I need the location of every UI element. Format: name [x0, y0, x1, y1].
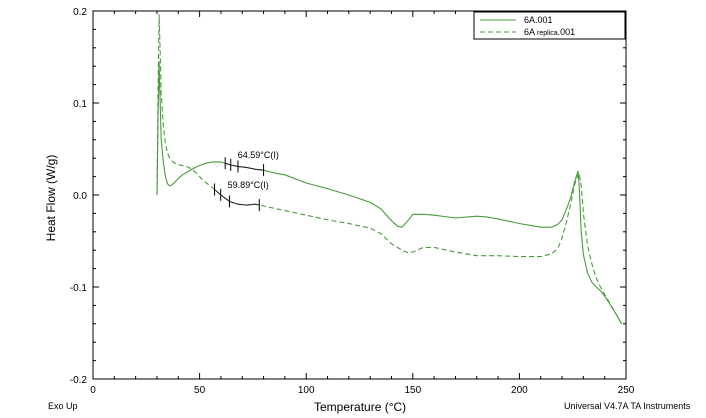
instrument-label: Universal V4.7A TA Instruments [564, 401, 691, 411]
x-tick-label: 200 [511, 385, 528, 396]
annotations: 64.59°C(I) 59.89°C(I) [214, 150, 279, 212]
y-tick-label: 0.1 [73, 99, 87, 110]
transition-label: 64.59°C(I) [238, 150, 279, 160]
exo-up-label: Exo Up [48, 401, 78, 411]
y-tick-label: -0.2 [70, 375, 88, 386]
legend-label-2-main: 6A [524, 27, 537, 37]
legend-label-2: 6A replica.001 [524, 27, 575, 37]
y-tick-label: 0.0 [73, 191, 87, 202]
axis-ticks: 0 50 100 150 200 250 0.2 0.1 0.0 -0.1 -0.2 [70, 7, 635, 396]
series-line-dashed [156, 14, 623, 325]
transition-segment [214, 189, 260, 206]
legend-label-2-sub: replica [537, 30, 558, 37]
legend-label-1: 6A.001 [524, 15, 553, 25]
x-tick-label: 0 [90, 385, 96, 396]
y-tick-label: -0.1 [70, 283, 88, 294]
x-tick-label: 50 [194, 385, 206, 396]
plot-frame [92, 10, 627, 380]
transition-label: 59.89°C(I) [228, 180, 269, 190]
legend-box [473, 11, 626, 40]
legend-label-2-tail: .001 [558, 27, 576, 37]
y-axis-label: Heat Flow (W/g) [44, 154, 58, 242]
transition-segment [225, 162, 264, 171]
series-line-solid [156, 61, 623, 325]
x-tick-label: 250 [618, 385, 635, 396]
x-tick-label: 150 [404, 385, 421, 396]
legend: 6A.001 6A replica.001 [473, 11, 626, 40]
x-tick-label: 100 [298, 385, 315, 396]
y-tick-label: 0.2 [73, 7, 87, 18]
x-axis-label: Temperature (°C) [314, 400, 407, 414]
curves [156, 14, 623, 325]
